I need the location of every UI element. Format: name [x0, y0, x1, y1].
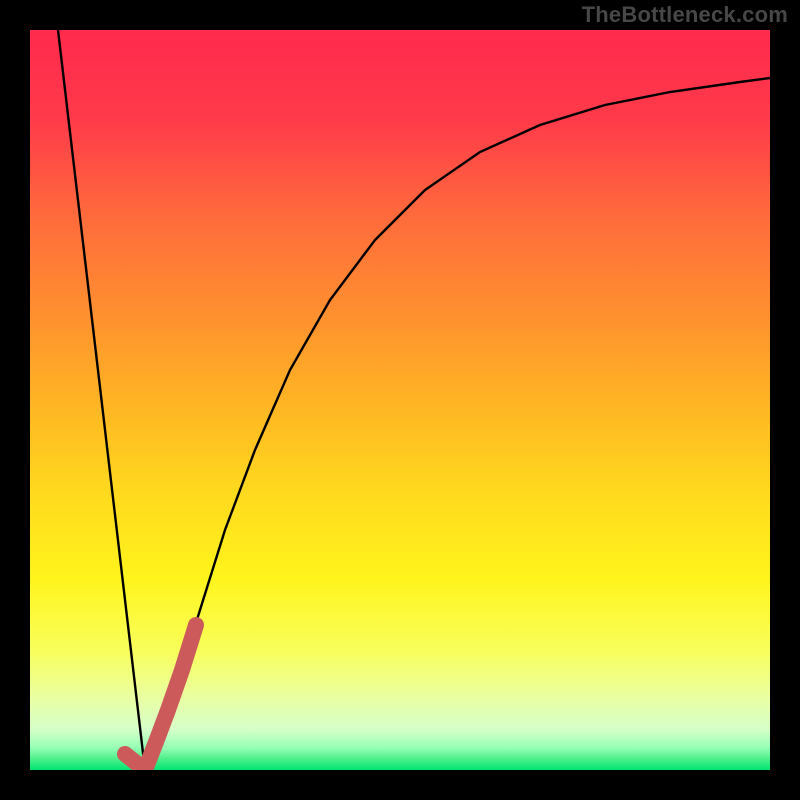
watermark-text: TheBottleneck.com: [582, 2, 788, 28]
chart-svg: [0, 0, 800, 800]
chart-container: TheBottleneck.com: [0, 0, 800, 800]
plot-background: [30, 30, 770, 770]
